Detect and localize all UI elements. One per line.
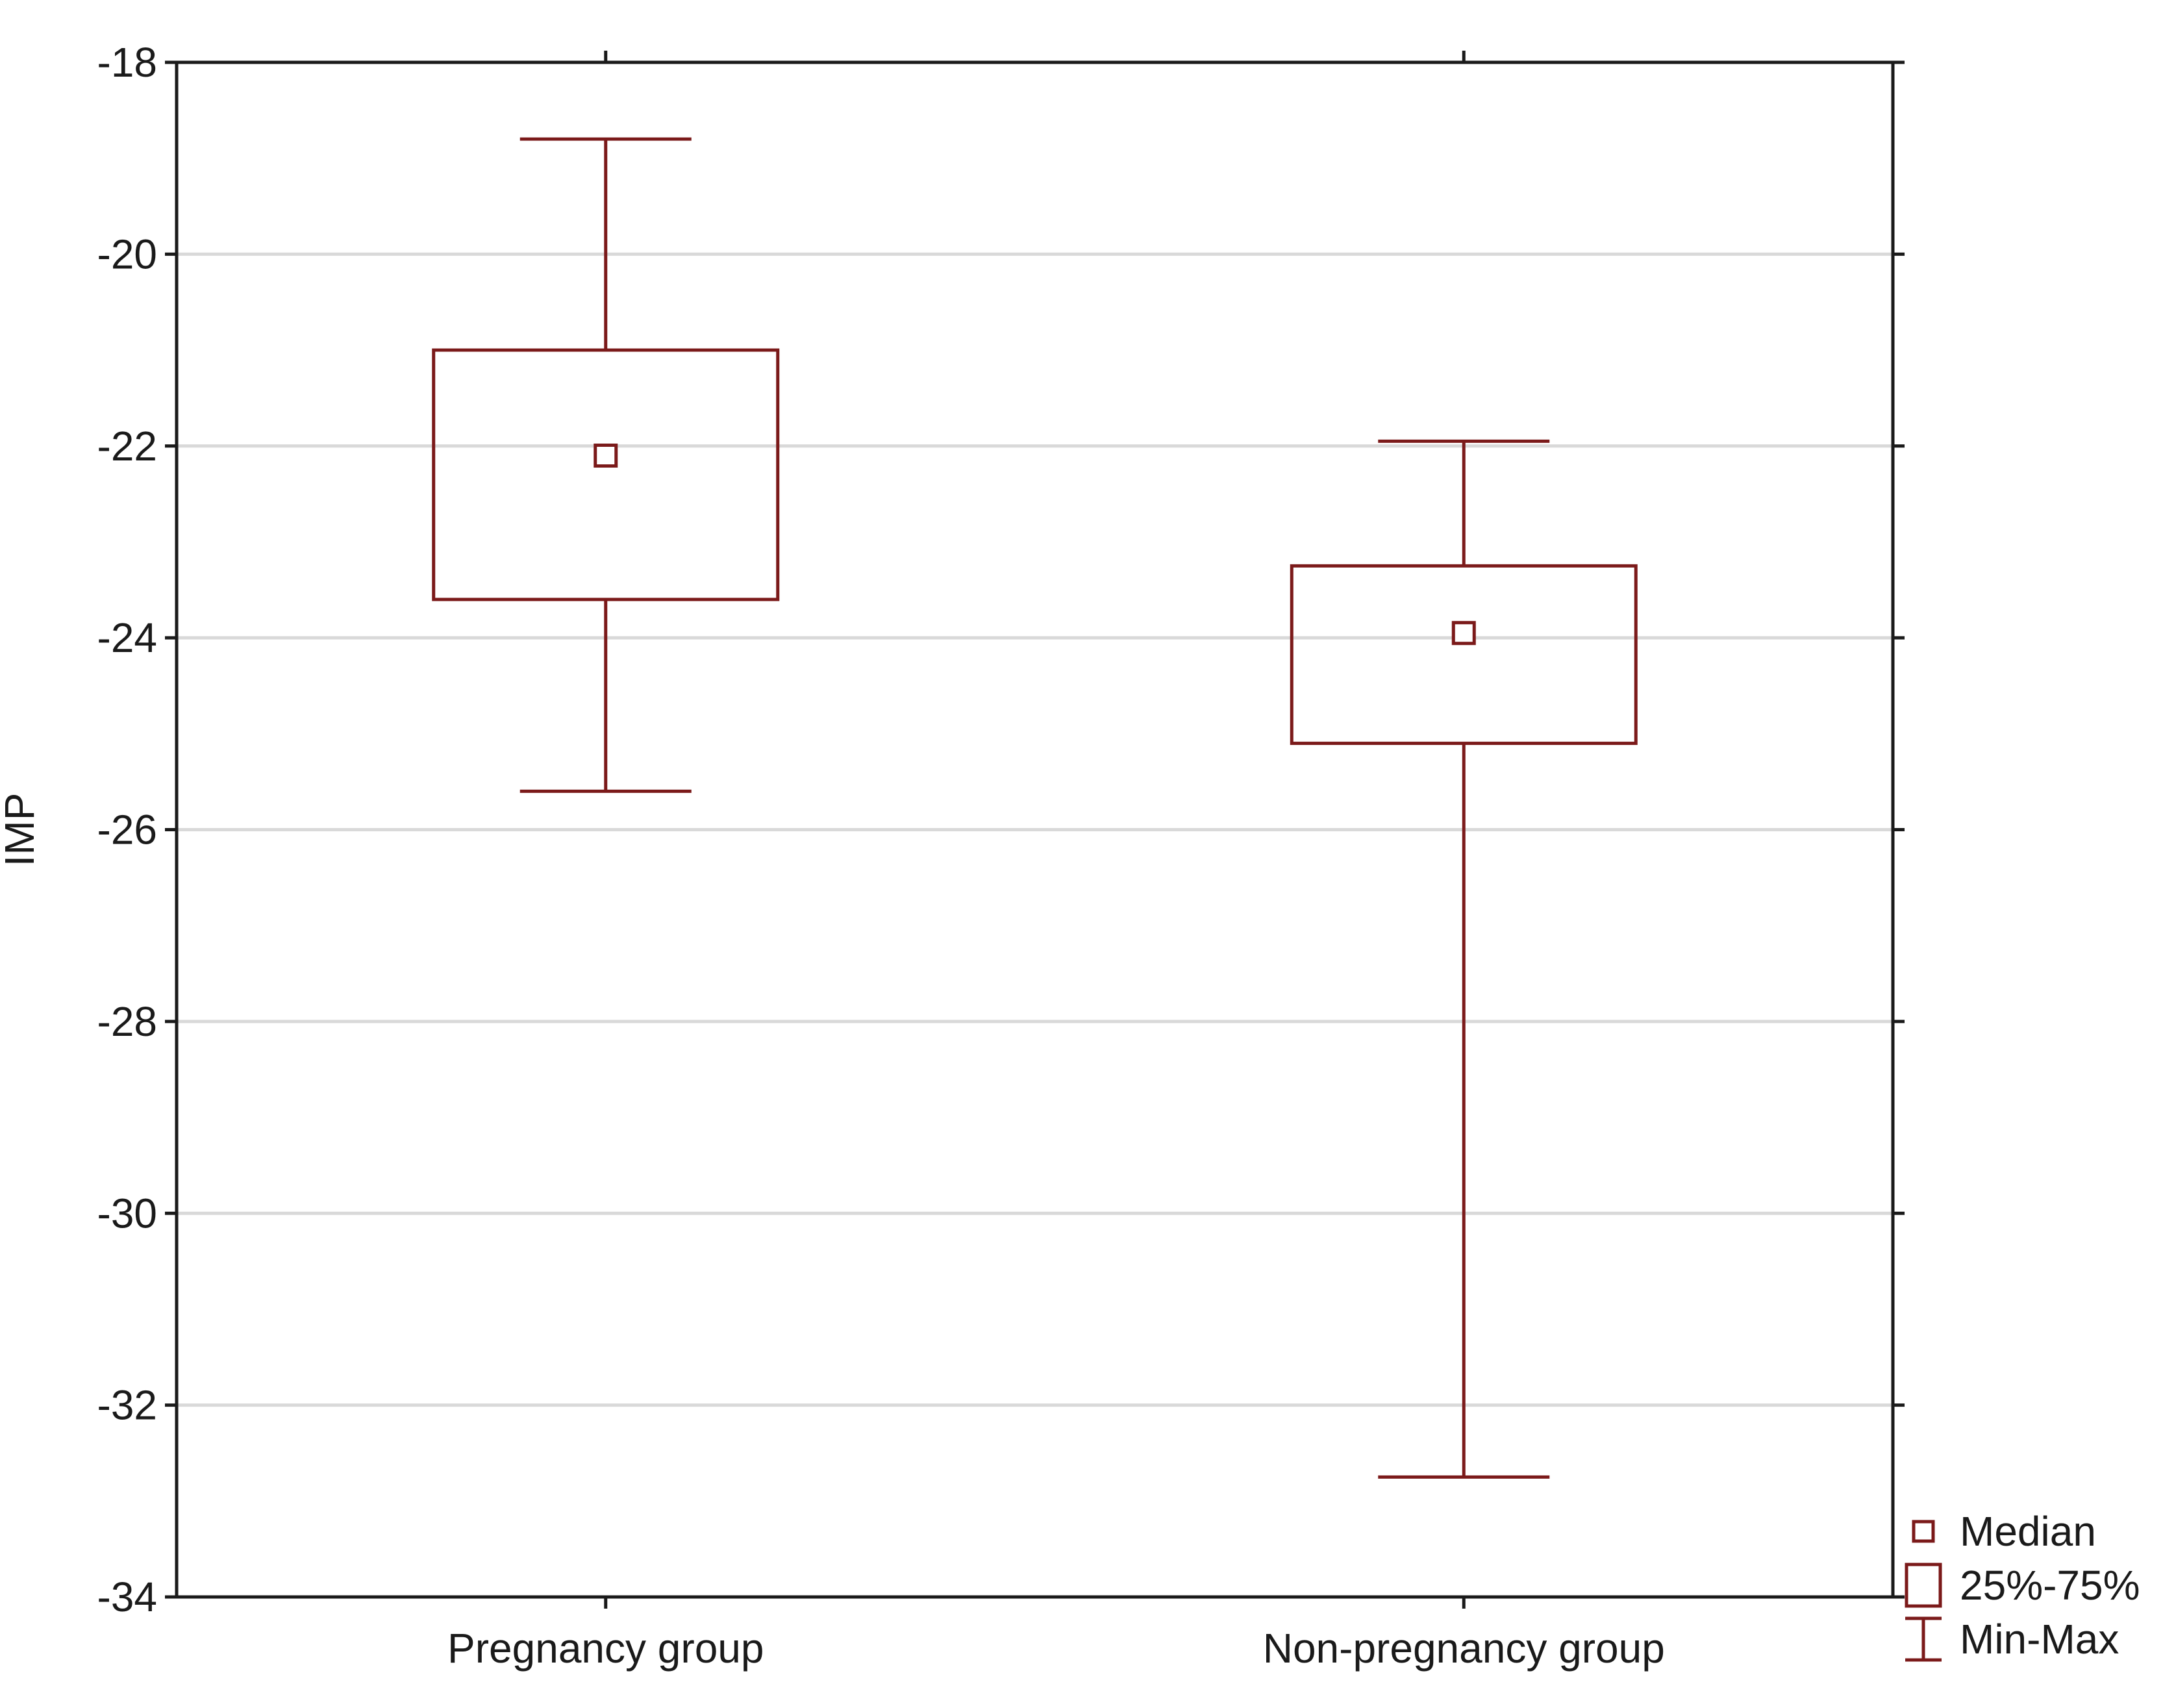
iqr-box (1290, 564, 1638, 746)
y-axis-label: IMP (0, 793, 43, 867)
box-plot-series (432, 137, 1638, 1479)
x-tick-label: Non-pregnancy group (1263, 1625, 1665, 1672)
y-tick-label: -28 (97, 998, 158, 1045)
y-tick-label: -22 (97, 423, 158, 470)
legend-item-box: 25%-75% (1905, 1562, 2140, 1609)
x-axis-ticks: Pregnancy group Non-pregnancy group (447, 51, 1665, 1672)
median-marker (1451, 621, 1476, 646)
legend-label: 25%-75% (1960, 1562, 2140, 1609)
median-marker (594, 444, 618, 468)
legend-label: Min-Max (1960, 1616, 2119, 1663)
y-tick-label: -30 (97, 1190, 158, 1237)
legend-box-symbol (1905, 1563, 1942, 1608)
y-tick-label: -24 (97, 614, 158, 661)
box-2 (1290, 439, 1638, 1479)
legend-label: Median (1960, 1508, 2096, 1555)
legend-median-symbol (1912, 1520, 1935, 1543)
legend: Median 25%-75% Min-Max (1905, 1508, 2140, 1663)
y-tick-label: -20 (97, 231, 158, 277)
iqr-box (432, 348, 780, 601)
legend-item-whisker: Min-Max (1905, 1616, 2119, 1663)
box-1 (432, 137, 780, 793)
y-tick-label: -26 (97, 807, 158, 853)
x-tick-label: Pregnancy group (447, 1625, 764, 1672)
y-axis-ticks: -34 -32 -30 -28 -26 -24 -22 -20 -18 (97, 39, 1905, 1620)
y-tick-label: -34 (97, 1574, 158, 1620)
y-tick-label: -32 (97, 1382, 158, 1429)
legend-item-median: Median (1912, 1508, 2096, 1555)
y-tick-label: -18 (97, 39, 158, 86)
grid-lines (177, 252, 1893, 1407)
